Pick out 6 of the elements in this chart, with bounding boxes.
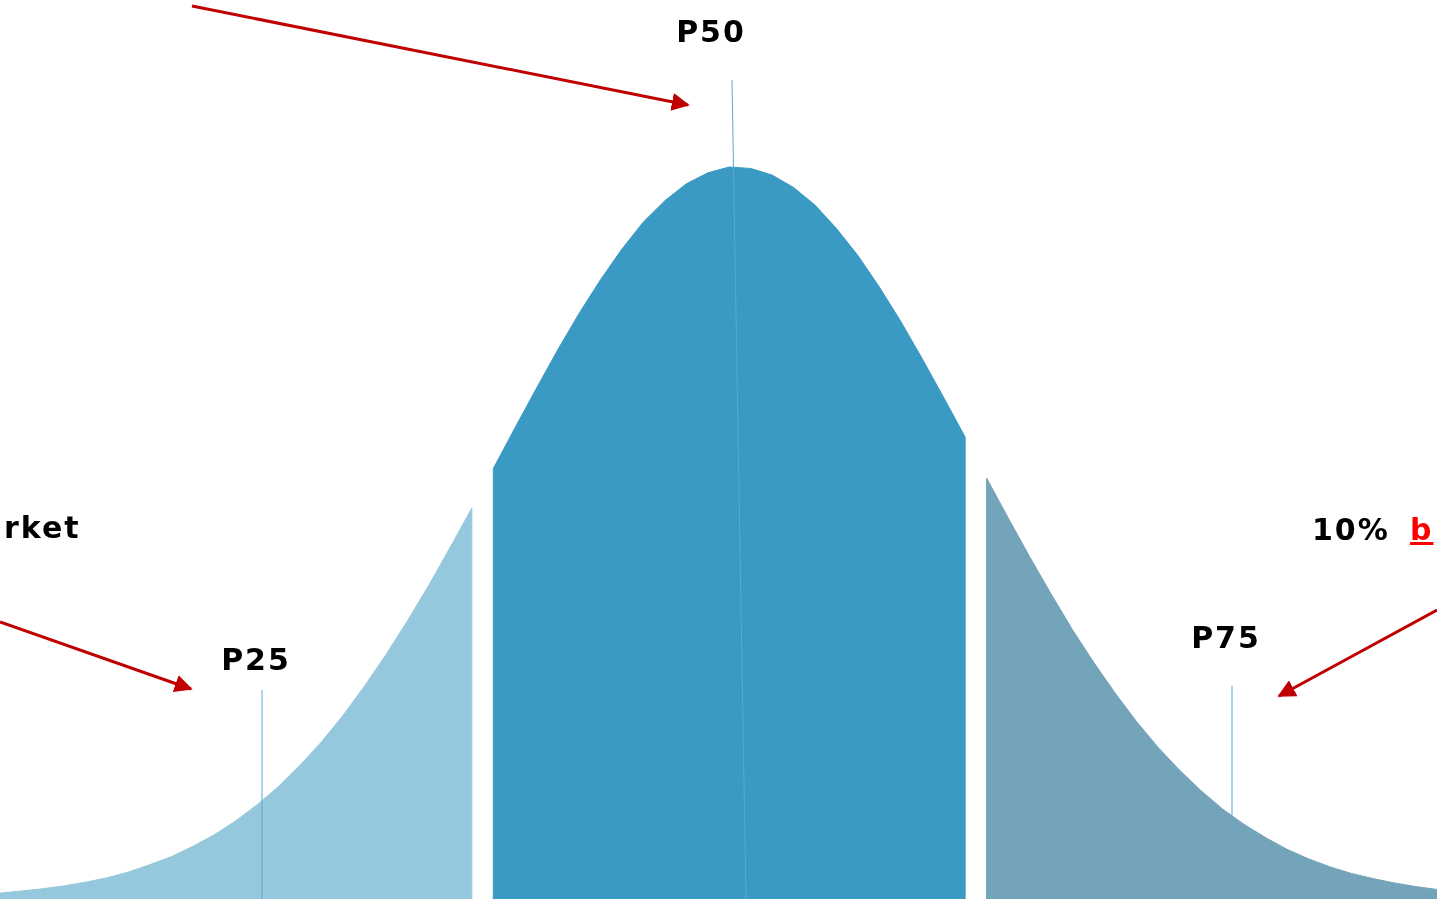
annotation: P25 (221, 642, 291, 677)
annotation: b (1410, 512, 1434, 547)
annotation: 10% (1312, 512, 1390, 547)
text: P50 (676, 14, 746, 49)
annotation: P75 (1191, 620, 1261, 655)
annotation: rket (4, 510, 81, 545)
